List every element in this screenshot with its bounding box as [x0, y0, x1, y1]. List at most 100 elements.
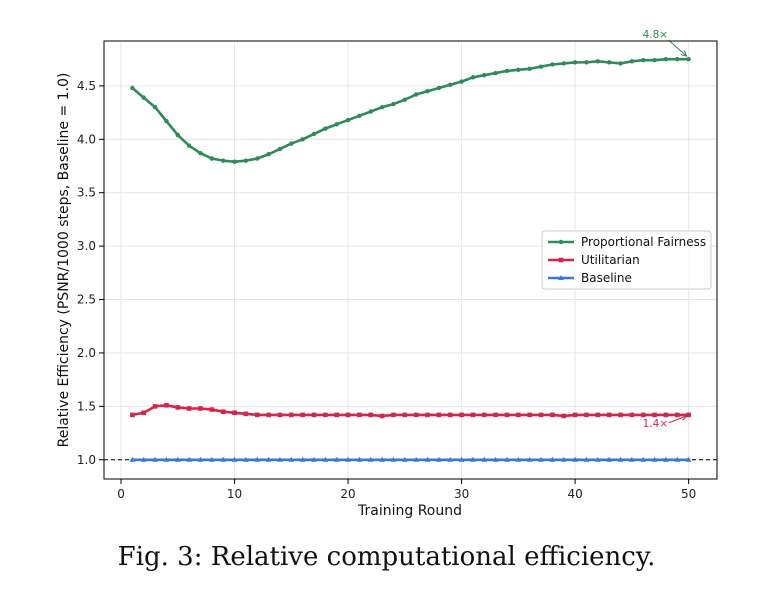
data-point: [174, 456, 181, 462]
data-point: [516, 67, 521, 73]
data-point: [220, 158, 226, 163]
data-point: [561, 413, 567, 419]
data-point: [333, 456, 340, 462]
annotation-arrowhead: [680, 50, 688, 57]
data-point: [265, 456, 272, 462]
data-point: [550, 62, 555, 67]
data-point: [368, 109, 373, 114]
data-point: [209, 407, 215, 412]
data-point: [448, 82, 453, 88]
legend-marker: [558, 275, 564, 280]
data-point: [618, 61, 623, 66]
data-point: [447, 412, 453, 418]
data-point: [561, 61, 566, 66]
data-point: [470, 75, 476, 80]
data-point: [379, 413, 385, 419]
data-point: [289, 141, 294, 146]
figure: 4.8× 1.4× 0 10 20 30 40 50 1.0 1.5 2.0 2.5 3.0 3.5 4…: [56, 29, 718, 519]
data-point: [447, 456, 454, 462]
data-point: [311, 412, 317, 418]
data-point: [686, 412, 691, 418]
data-point: [152, 456, 158, 462]
data-point: [606, 412, 612, 418]
series-utilitarian: [130, 402, 691, 419]
data-point: [311, 131, 317, 137]
y-tick-label: 2.5: [77, 293, 96, 307]
data-point: [584, 412, 589, 418]
data-point: [674, 456, 681, 462]
y-tick-label: 1.5: [77, 399, 96, 413]
data-point: [504, 68, 510, 74]
data-point: [164, 402, 169, 408]
data-point: [572, 412, 578, 418]
data-point: [186, 406, 192, 411]
data-point: [640, 456, 647, 462]
data-point: [379, 105, 385, 110]
annotation-utilitarian: 1.4×: [643, 414, 688, 430]
data-point: [220, 456, 226, 462]
data-point: [198, 406, 203, 411]
data-point: [232, 410, 237, 416]
data-point: [504, 412, 510, 418]
data-point: [152, 404, 158, 409]
data-point: [140, 456, 147, 462]
y-tick-label: 1.0: [77, 453, 96, 467]
data-point: [572, 60, 578, 65]
data-point: [652, 412, 657, 418]
data-point: [231, 456, 238, 462]
data-point: [334, 122, 339, 127]
data-point: [493, 412, 498, 418]
data-point: [130, 412, 135, 418]
data-point: [175, 132, 180, 138]
data-point: [299, 456, 306, 462]
data-point: [549, 456, 556, 462]
x-tick-label: 20: [340, 487, 355, 501]
data-point: [583, 456, 590, 462]
data-point: [413, 92, 419, 97]
data-point: [675, 56, 680, 62]
y-tick-label: 3.0: [77, 239, 96, 253]
data-point: [300, 137, 305, 142]
data-point: [651, 456, 658, 462]
data-point: [459, 79, 464, 84]
data-point: [357, 113, 362, 118]
data-point: [640, 412, 646, 418]
data-point: [391, 101, 396, 107]
annotations: 4.8× 1.4×: [643, 29, 688, 430]
data-point: [674, 412, 680, 418]
y-tick-label: 3.5: [77, 186, 96, 200]
data-point: [300, 412, 305, 418]
series-baseline: [129, 456, 692, 462]
data-point: [663, 56, 669, 62]
data-point: [243, 456, 249, 462]
data-point: [254, 412, 260, 418]
data-point: [277, 456, 283, 462]
data-point: [243, 158, 249, 163]
data-point: [481, 412, 487, 418]
data-point: [163, 456, 170, 462]
data-point: [323, 126, 328, 131]
data-point: [243, 411, 249, 417]
data-point: [560, 456, 567, 462]
data-point: [277, 412, 283, 418]
data-point: [175, 405, 181, 410]
data-point: [526, 456, 533, 462]
data-point: [254, 456, 261, 462]
data-point: [209, 456, 215, 462]
y-tick-label: 4.0: [77, 132, 96, 146]
data-point: [345, 117, 351, 123]
data-point: [130, 85, 135, 91]
x-axis-label: Training Round: [357, 503, 462, 519]
data-point: [572, 456, 578, 462]
data-point: [152, 105, 158, 110]
annotation-arrow: [668, 39, 687, 57]
data-point: [515, 456, 522, 462]
data-point: [232, 159, 237, 164]
data-point: [356, 456, 363, 462]
data-point: [663, 456, 669, 462]
data-point: [289, 412, 294, 418]
data-point: [288, 456, 295, 462]
data-point: [424, 456, 431, 462]
x-tick-label: 30: [454, 487, 469, 501]
legend-box: [541, 230, 712, 290]
